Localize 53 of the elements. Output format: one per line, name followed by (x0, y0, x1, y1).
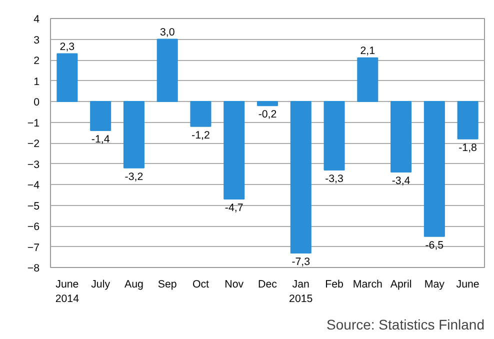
data-label: -3,2 (124, 170, 144, 183)
bar (424, 101, 445, 237)
y-tick-label: −2 (27, 138, 40, 150)
data-label: -4,7 (224, 202, 244, 214)
data-label: -1,8 (458, 142, 478, 154)
bar (224, 101, 245, 200)
bar (390, 101, 412, 173)
x-tick-label: Feb (325, 278, 344, 290)
x-tick-label: Dec (258, 278, 278, 290)
data-label: 2,1 (360, 44, 376, 57)
data-label: -6,5 (425, 239, 444, 252)
bar (324, 101, 345, 170)
data-label: 3,0 (160, 26, 175, 38)
y-tick-label: −1 (27, 117, 40, 130)
y-tick-label: 3 (34, 34, 40, 46)
y-tick-label: 1 (34, 76, 40, 88)
x-tick-label: April (390, 278, 412, 290)
x-tick-label: March (352, 278, 383, 290)
bar (256, 101, 278, 106)
x-tick-label: July (91, 278, 111, 290)
x-tick-label: June (456, 278, 480, 290)
data-label: -0,2 (258, 108, 277, 121)
y-tick-label: −6 (27, 221, 40, 233)
bar (290, 101, 312, 254)
bar (156, 38, 178, 102)
x-tick-label: Sep (158, 278, 177, 290)
y-tick-label: 0 (34, 96, 40, 108)
x-tick-label: Jan 2015 (289, 278, 313, 305)
y-tick-label: 4 (34, 14, 40, 26)
source-note: Source: Statistics Finland (326, 316, 485, 332)
y-tick-label: −7 (27, 242, 40, 254)
data-label: -3,4 (392, 175, 410, 188)
bar (90, 101, 112, 132)
x-tick-label: Aug (124, 278, 144, 290)
data-label: 2,3 (60, 40, 75, 53)
bar (123, 101, 144, 168)
y-tick-label: −3 (27, 158, 40, 171)
x-tick-label: Nov (224, 278, 244, 290)
data-label: -7,3 (292, 256, 310, 268)
bar (457, 101, 478, 140)
bar (357, 57, 378, 102)
data-label: -1,2 (192, 129, 210, 142)
y-tick-label: −5 (27, 200, 40, 212)
y-tick-label: 2 (34, 55, 40, 67)
y-tick-label: −8 (27, 262, 40, 274)
bar (190, 101, 212, 127)
y-tick-label: −4 (27, 180, 40, 192)
bar (56, 53, 78, 102)
data-label: -1,4 (91, 134, 110, 146)
x-tick-label: May (424, 278, 446, 290)
x-tick-label: Oct (192, 278, 210, 290)
x-tick-label: June 2014 (55, 278, 80, 305)
data-label: -3,3 (325, 172, 344, 185)
